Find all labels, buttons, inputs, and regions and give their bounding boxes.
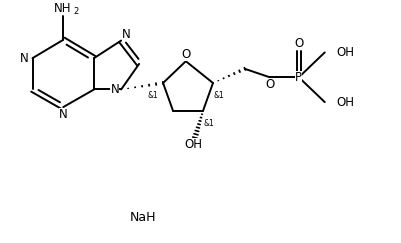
Text: O: O [294,37,303,50]
Text: &1: &1 [148,91,158,100]
Text: N: N [59,108,67,121]
Text: &1: &1 [203,119,214,128]
Text: N: N [110,83,119,96]
Text: O: O [264,78,273,91]
Text: OH: OH [335,46,353,59]
Text: N: N [20,52,29,65]
Text: N: N [121,27,130,41]
Text: OH: OH [335,95,353,109]
Text: OH: OH [184,138,202,151]
Text: O: O [181,48,190,61]
Text: NaH: NaH [130,211,156,225]
Text: NH: NH [54,2,71,15]
Text: &1: &1 [213,91,224,100]
Text: 2: 2 [73,8,78,17]
Text: P: P [295,71,302,84]
